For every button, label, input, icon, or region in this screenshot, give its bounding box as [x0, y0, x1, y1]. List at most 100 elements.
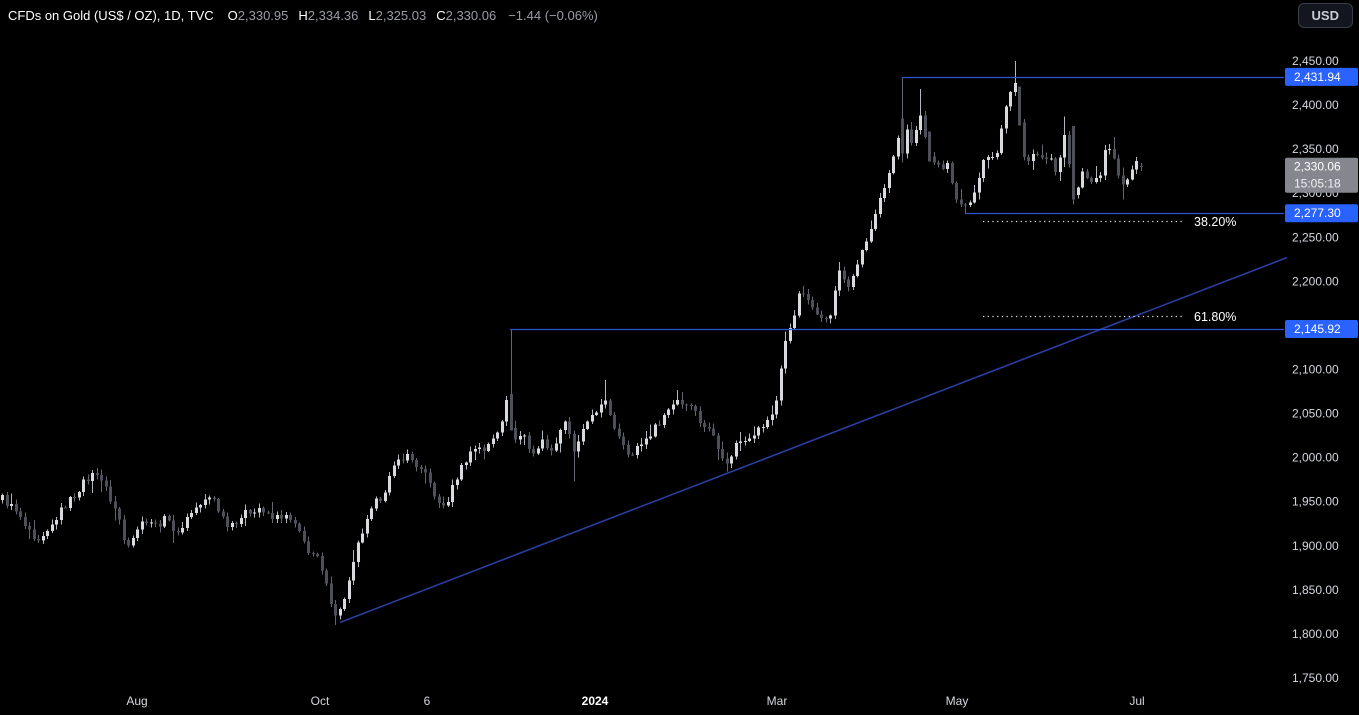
candle-body	[861, 250, 864, 265]
candle-body	[550, 447, 553, 451]
change-value: −1.44 (−0.06%)	[508, 8, 598, 23]
candle-body	[1032, 154, 1035, 161]
candle-body	[798, 293, 801, 316]
candle-body	[910, 129, 913, 144]
candle-body	[28, 525, 31, 530]
candle-body	[744, 440, 747, 442]
candle-body	[514, 427, 517, 440]
candle-body	[703, 422, 706, 428]
candle-body	[10, 503, 13, 506]
candle-body	[690, 404, 693, 406]
candle-body	[352, 561, 355, 581]
candle-body	[271, 512, 274, 520]
candle-body	[933, 156, 936, 163]
price-tick-label: 2,350.00	[1292, 142, 1339, 156]
candle-body	[928, 131, 931, 162]
price-line-label-box[interactable]	[1285, 67, 1358, 86]
candle-body	[649, 436, 652, 439]
candle-body	[163, 515, 166, 527]
candle-body	[186, 517, 189, 529]
candle-body	[595, 412, 598, 415]
candle-body	[1140, 165, 1143, 167]
candle-body	[753, 435, 756, 439]
candle-body	[321, 556, 324, 571]
candle-body	[397, 459, 400, 466]
candle-body	[1027, 156, 1030, 161]
price-line-label-box[interactable]	[1285, 320, 1358, 339]
candle-body	[24, 517, 27, 526]
candle-body	[91, 473, 94, 482]
candle-body	[613, 414, 616, 429]
candle-body	[946, 162, 949, 169]
candle-body	[420, 467, 423, 469]
candle-body	[766, 420, 769, 428]
candle-body	[1135, 161, 1138, 170]
candle-body	[456, 479, 459, 485]
candle-body	[267, 512, 270, 514]
price-tick-label: 2,100.00	[1292, 363, 1339, 377]
candle-body	[1108, 148, 1111, 151]
candle-body	[1077, 187, 1080, 195]
candle-body	[577, 441, 580, 452]
candle-body	[771, 414, 774, 421]
candle-body	[388, 475, 391, 493]
candle-body	[415, 459, 418, 468]
candle-body	[465, 462, 468, 465]
candle-body	[951, 162, 954, 184]
candle-body	[726, 458, 729, 464]
candle-body	[537, 448, 540, 454]
candle-body	[586, 421, 589, 429]
candle-body	[172, 520, 175, 531]
candle-body	[969, 202, 972, 206]
candle-body	[636, 446, 639, 455]
candle-body	[631, 454, 634, 456]
candle-body	[1113, 148, 1116, 159]
candle-body	[244, 509, 247, 519]
candle-body	[325, 570, 328, 584]
candle-body	[1018, 86, 1021, 126]
price-axis[interactable]: 2,450.002,400.002,350.002,300.002,250.00…	[1292, 54, 1339, 685]
candle-body	[42, 536, 45, 541]
price-tick-label: 2,250.00	[1292, 230, 1339, 244]
symbol-title[interactable]: CFDs on Gold (US$ / OZ), 1D, TVC	[8, 8, 214, 23]
candle-body	[519, 435, 522, 440]
candle-body	[897, 138, 900, 157]
price-tick-label: 2,400.00	[1292, 98, 1339, 112]
candle-body	[654, 424, 657, 437]
candle-body	[1117, 158, 1120, 176]
candle-body	[829, 315, 832, 319]
candle-body	[51, 524, 54, 531]
candle-body	[987, 157, 990, 161]
candle-body	[150, 522, 153, 524]
candle-body	[604, 400, 607, 405]
candle-body	[312, 553, 315, 555]
candle-body	[627, 444, 630, 455]
candle-body	[735, 443, 738, 457]
candle-body	[510, 394, 513, 431]
price-tick-label: 1,800.00	[1292, 627, 1339, 641]
candle-body	[460, 464, 463, 480]
candle-body	[105, 480, 108, 487]
price-line-label-box[interactable]	[1285, 204, 1358, 223]
candle-body	[960, 199, 963, 205]
time-axis[interactable]: Aug Oct 6 2024 Mar May Jul	[126, 694, 1144, 708]
candle-body	[1104, 150, 1107, 176]
ascending-trendline[interactable]	[339, 256, 1288, 624]
candle-body	[285, 515, 288, 519]
price-tick-label: 1,750.00	[1292, 671, 1339, 685]
candle-body	[775, 400, 778, 415]
candle-body	[1072, 126, 1075, 200]
ohlc-open: O2,330.95	[227, 8, 289, 23]
candle-body	[730, 456, 733, 464]
candle-body	[1090, 177, 1093, 182]
candle-body	[1059, 157, 1062, 173]
candle-body	[1086, 171, 1089, 178]
current-price-label-box[interactable]	[1285, 157, 1358, 193]
candle-body	[294, 519, 297, 524]
candle-body	[541, 439, 544, 449]
candle-body	[1014, 83, 1017, 92]
time-axis-label: May	[946, 694, 969, 708]
currency-button[interactable]: USD	[1297, 3, 1353, 28]
price-tick-label: 1,950.00	[1292, 495, 1339, 509]
